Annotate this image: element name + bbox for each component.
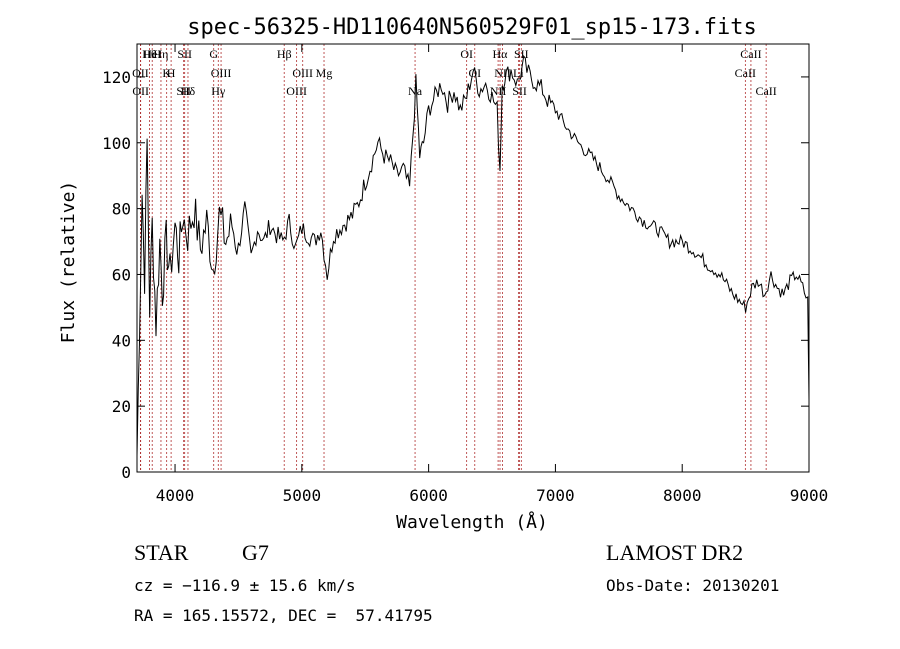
survey-name: LAMOST DR2 [606, 540, 743, 565]
line-label-6: Hη [153, 47, 168, 61]
line-label-27: CaII [740, 47, 761, 61]
line-label-16: Mg [316, 66, 333, 80]
x-axis-label: Wavelength (Å) [396, 511, 548, 533]
line-label-24: SII [514, 47, 529, 61]
x-tick-label-5: 9000 [790, 486, 829, 505]
line-label-0: Hθ [142, 47, 157, 61]
line-label-26: CaII [755, 84, 776, 98]
chart-title: spec-56325-HD110640N560529F01_sp15-173.f… [187, 15, 757, 40]
y-tick-label-3: 60 [112, 265, 131, 284]
x-tick-label-2: 6000 [409, 486, 448, 505]
y-axis-label: Flux (relative) [58, 181, 79, 344]
line-label-18: OI [460, 47, 473, 61]
observation-date: Obs-Date: 20130201 [606, 576, 779, 595]
x-tick-label-1: 5000 [283, 486, 322, 505]
line-label-21: Hα [493, 47, 509, 61]
y-tick-label-0: 0 [121, 463, 131, 482]
spectral-line-markers [140, 44, 767, 472]
y-tick-label-4: 80 [112, 200, 131, 219]
object-subclass: G7 [242, 540, 269, 565]
plot-frame [136, 43, 810, 473]
y-tick-label-6: 120 [102, 68, 131, 87]
x-tick-label-0: 4000 [156, 486, 195, 505]
line-label-1: OII [132, 66, 149, 80]
line-label-15: Hβ [277, 47, 292, 61]
y-tick-label-1: 20 [112, 397, 131, 416]
line-label-12: G [209, 47, 218, 61]
x-tick-label-4: 8000 [663, 486, 702, 505]
spectral-line-labels: HθOIIOIIHeIKSIIHηHHδSIIOIIIHγGOIIIOIIIHβ… [132, 47, 777, 98]
y-tick-label-2: 40 [112, 331, 131, 350]
line-label-9: SII [177, 47, 192, 61]
line-label-11: Hγ [211, 84, 226, 98]
spectrum-series [136, 54, 810, 457]
line-label-8: Hδ [181, 84, 196, 98]
object-type: STAR [134, 540, 189, 565]
line-label-4: K [162, 66, 171, 80]
coordinates: RA = 165.15572, DEC = 57.41795 [134, 606, 433, 625]
line-label-28: CaII [735, 66, 756, 80]
line-label-5: SII [176, 84, 191, 98]
line-label-25: Li [513, 66, 524, 80]
y-axis-ticks: 0 20 40 60 80 100 120 [102, 68, 809, 482]
line-label-3: HeI [143, 47, 161, 61]
line-label-7: H [167, 66, 176, 80]
x-tick-label-3: 7000 [536, 486, 575, 505]
line-label-13: OIII [292, 66, 313, 80]
line-label-2: OII [132, 84, 149, 98]
y-tick-label-5: 100 [102, 134, 131, 153]
line-label-10: OIII [211, 66, 232, 80]
line-label-23: SII [512, 84, 527, 98]
redshift-velocity: cz = −116.9 ± 15.6 km/s [134, 576, 356, 595]
line-label-14: OIII [286, 84, 307, 98]
x-axis-ticks: 4000 5000 6000 7000 8000 9000 [156, 44, 828, 505]
